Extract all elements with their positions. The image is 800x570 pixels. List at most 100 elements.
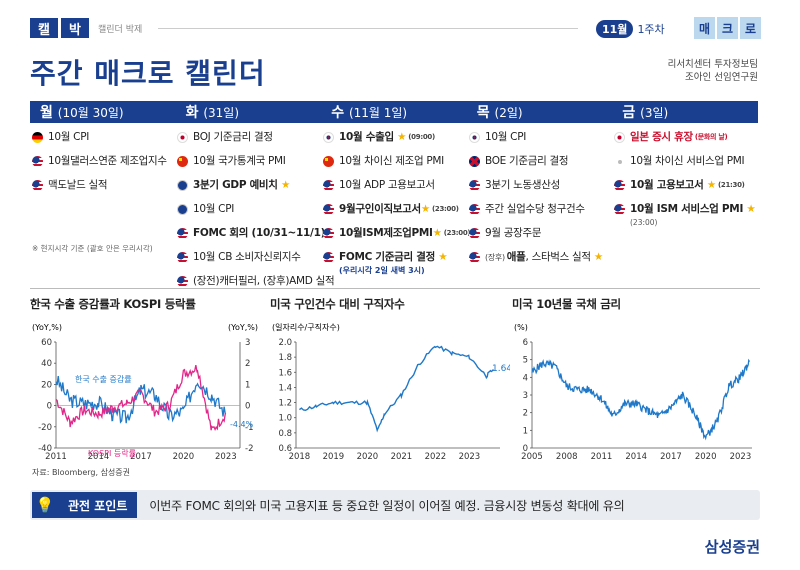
y-axis-label-right: (YoY,%) [228, 323, 258, 332]
star-icon: ★ [590, 251, 603, 263]
event-label: 10월 CB 소비자신뢰지수 [193, 251, 301, 263]
event-item: 10월ISM제조업PMI ★ (23:00) [323, 227, 471, 240]
y-tick-label: -20 [38, 423, 52, 433]
series-line-ratio [299, 345, 494, 433]
y-axis-label: (일자리수/구직자수) [272, 322, 340, 332]
dot-icon [618, 160, 622, 164]
x-tick-label: 2022 [425, 452, 447, 462]
y-tick-label: 6 [523, 338, 528, 348]
y-axis-label-left: (YoY,%) [32, 323, 62, 332]
chart-us-jobs-ratio: 미국 구인건수 대비 구직자수 (일자리수/구직자수) 0.6 0.8 1.0 1.2… [270, 296, 512, 466]
week-month: 11월 [596, 20, 634, 38]
day-name: 월 [40, 105, 53, 121]
y-tick-label: 0 [47, 402, 52, 412]
y-tick-label: 4 [523, 373, 528, 383]
week-label: 11월 1주차 [596, 20, 665, 38]
key-point-label: 관전 포인트 [58, 492, 138, 518]
x-tick-label: 2023 [459, 452, 481, 462]
us-flag-icon [469, 252, 480, 263]
event-item: 10월 국가통계국 PMI [177, 155, 325, 168]
event-label: 10월 국가통계국 PMI [193, 155, 286, 167]
germany-flag-icon [32, 132, 43, 143]
event-label: 3분기 GDP 예비치 [193, 179, 278, 191]
korea-flag-icon [469, 132, 480, 143]
last-value-label: -4.4% [230, 420, 254, 429]
key-point-bar: 💡 관전 포인트 이번주 FOMC 회의와 미국 고용지표 등 중요한 일정이 … [30, 490, 760, 520]
event-time: (23:00) [443, 229, 471, 237]
day-thu: 목 (2일) [467, 102, 613, 122]
event-label: 10월ISM제조업PMI [339, 227, 433, 239]
event-item: 10월댈러스연준 제조업지수 [32, 155, 180, 168]
y2-tick-label: 0 [245, 402, 250, 412]
eu-flag-icon [177, 204, 188, 215]
x-tick-label: 2014 [88, 452, 110, 462]
eu-flag-icon [177, 180, 188, 191]
event-item: 주간 실업수당 청구건수 [469, 203, 617, 216]
y-axis-label: (%) [514, 323, 528, 332]
event-item: 10월 차이신 서비스업 PMI [614, 155, 762, 168]
event-label: 10월 CPI [193, 203, 235, 215]
china-flag-icon [177, 156, 188, 167]
us-flag-icon [323, 252, 334, 263]
us-flag-icon [177, 276, 188, 287]
event-item: FOMC 회의 (10/31~11/1) [177, 227, 325, 240]
event-label: 10월 ISM 서비스업 PMI [630, 203, 744, 215]
events-thu: 10월 CPI BOE 기준금리 결정 3분기 노동생산성 주간 실업수당 청구… [469, 131, 617, 275]
event-label: 스타벅스 실적 [531, 251, 592, 263]
event-item: 10월 고용보고서 ★ (21:30) [614, 179, 762, 192]
event-label: 주간 실업수당 청구건수 [485, 203, 585, 215]
event-label: (장전)캐터필러, (장후)AMD 실적 [193, 275, 335, 287]
star-icon: ★ [393, 131, 407, 143]
event-item: 일본 증시 휴장 (문화의 날) [614, 131, 762, 144]
lightbulb-icon: 💡 [32, 492, 58, 518]
y-tick-label: 1.0 [278, 414, 292, 424]
event-label: 10월 CPI [48, 131, 90, 143]
event-label: 10월 CPI [485, 131, 527, 143]
us-flag-icon [469, 228, 480, 239]
uk-flag-icon [469, 156, 480, 167]
event-label: 일본 증시 휴장 [630, 131, 693, 143]
y-tick-label: 2 [523, 409, 528, 419]
author-info: 리서치센터 투자정보팀 조아인 선임연구원 [668, 58, 758, 84]
event-subnote: (우리시각 2일 새벽 3시) [339, 266, 425, 275]
chart-title: 미국 10년물 국채 금리 [512, 297, 621, 311]
event-time: (21:30) [718, 181, 745, 189]
series-badge: 캘 박 캘린더 박제 [30, 18, 142, 38]
x-tick-label: 2017 [130, 452, 152, 462]
event-label: 10월 고용보고서 [630, 179, 704, 191]
event-item: 맥도날드 실적 [32, 179, 180, 192]
chart-us-10y: 미국 10년물 국채 금리 (%) 0 1 2 3 4 5 6 2005 2008 2011 201… [512, 296, 762, 466]
event-item: 10월 CPI [469, 131, 617, 144]
macro-char-2: 크 [717, 17, 738, 39]
y-tick-label: -40 [38, 444, 52, 454]
last-value-label: 1.64 [492, 364, 510, 374]
event-label: 애플 [506, 251, 526, 263]
event-label: 9월 공장주문 [485, 227, 542, 239]
day-date: (3일) [640, 106, 669, 120]
event-item: 10월 ISM 서비스업 PMI ★ [614, 203, 762, 216]
event-label: 10월 ADP 고용보고서 [339, 179, 435, 191]
japan-flag-icon [614, 132, 625, 143]
y2-tick-label: 3 [245, 338, 250, 348]
y-tick-label: 1.8 [278, 353, 292, 363]
y-tick-label: 1.6 [278, 368, 292, 378]
event-label: FOMC 기준금리 결정 [339, 251, 435, 263]
event-time: (09:00) [408, 133, 435, 141]
x-tick-label: 2020 [173, 452, 195, 462]
event-item: (장전)캐터필러, (장후)AMD 실적 [177, 275, 335, 288]
day-mon: 월 (10월 30일) [30, 102, 176, 122]
event-item: 10월 CPI [32, 131, 180, 144]
event-label: 맥도날드 실적 [48, 179, 108, 191]
section-divider [30, 288, 760, 289]
us-flag-icon [323, 204, 334, 215]
event-item: FOMC 기준금리 결정 ★ [323, 251, 471, 264]
day-fri: 금 (3일) [612, 102, 758, 122]
event-item: 9월 공장주문 [469, 227, 617, 240]
author-name: 조아인 선임연구원 [685, 72, 758, 83]
day-date: (31일) [203, 106, 240, 120]
day-date: (11월 1일) [348, 106, 408, 120]
events-mon: 10월 CPI 10월댈러스연준 제조업지수 맥도날드 실적 [32, 131, 180, 203]
events-tue: BOJ 기준금리 결정 10월 국가통계국 PMI 3분기 GDP 예비치 ★ … [177, 131, 335, 299]
author-team: 리서치센터 투자정보팀 [667, 59, 758, 70]
china-flag-icon [323, 156, 334, 167]
